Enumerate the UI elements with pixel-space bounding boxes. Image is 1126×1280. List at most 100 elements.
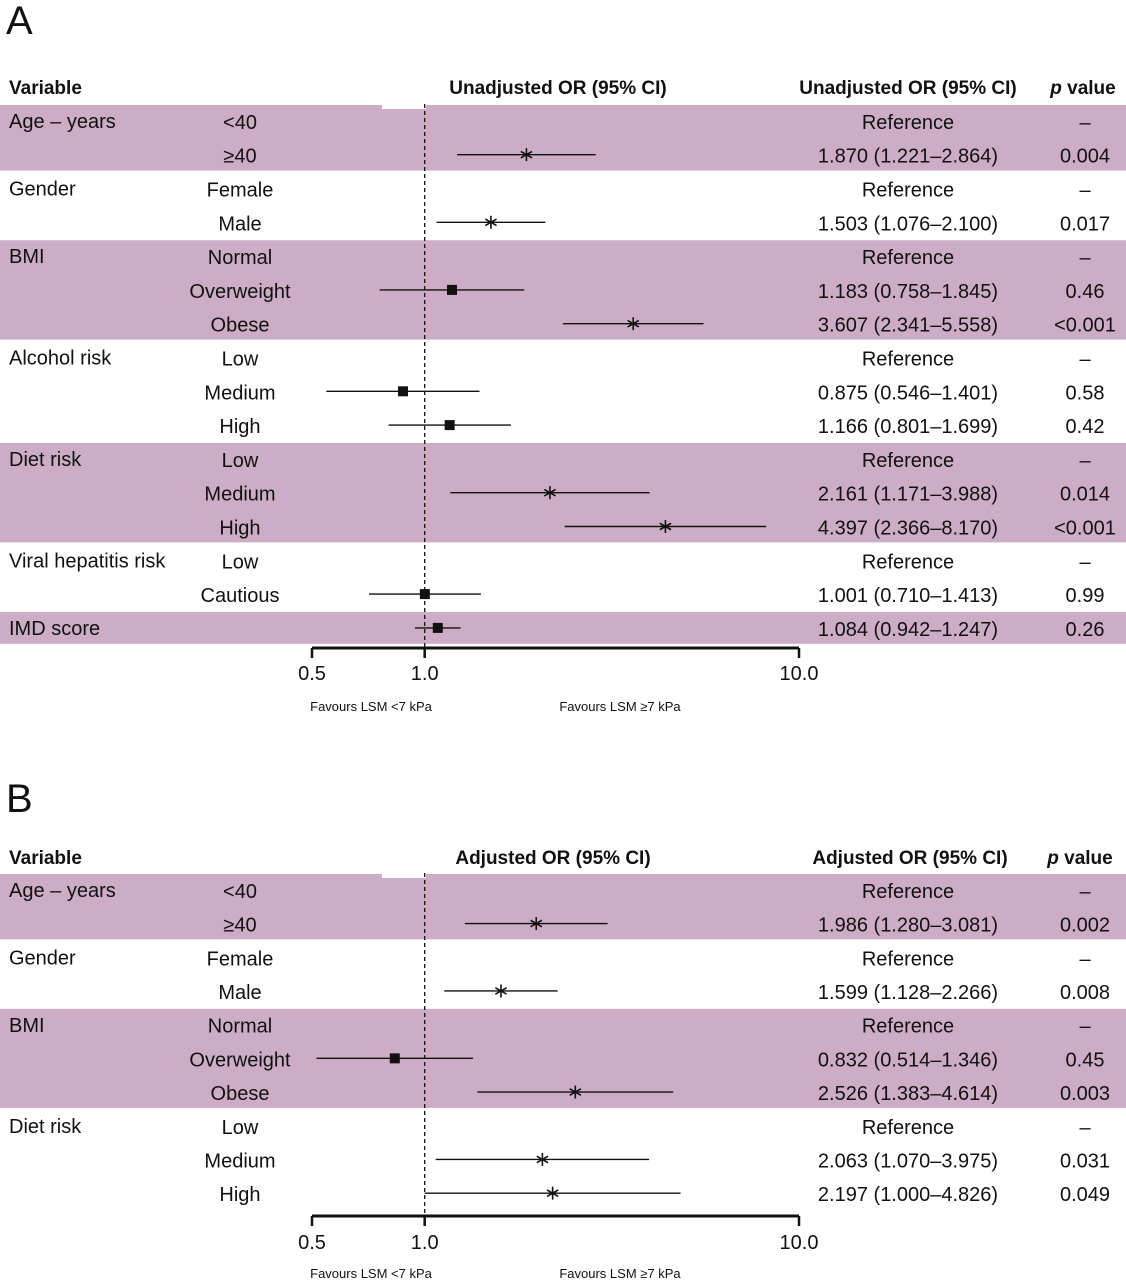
p-value: <0.001 <box>1054 518 1116 540</box>
or-ci-value: 1.166 (0.801–1.699) <box>818 416 998 438</box>
star-stroke <box>569 1088 582 1096</box>
table-row: Male 1.599 (1.128–2.266) 0.008 <box>218 982 1110 1004</box>
p-value: – <box>1079 1117 1091 1139</box>
or-ci-value: 1.503 (1.076–2.100) <box>818 213 998 235</box>
table-row: Medium 2.161 (1.171–3.988) 0.014 <box>204 484 1110 506</box>
point-star <box>659 520 672 533</box>
star-stroke <box>530 919 543 928</box>
p-value: – <box>1079 180 1091 202</box>
p-value: 0.45 <box>1066 1049 1105 1071</box>
table-row: Obese 2.526 (1.383–4.614) 0.003 <box>211 1083 1111 1105</box>
variable-label: Age – years <box>9 111 116 133</box>
p-value: 0.99 <box>1066 585 1105 607</box>
point-square <box>389 1053 400 1064</box>
tick-label: 0.5 <box>298 663 326 685</box>
header-p-suffix: value <box>1062 78 1116 99</box>
table-row: Overweight 0.832 (0.514–1.346) 0.45 <box>189 1049 1104 1071</box>
table-row: <40 Reference – <box>223 112 1091 134</box>
or-ci-value: Reference <box>862 1117 954 1139</box>
band-group-0 <box>0 105 1126 171</box>
p-value: – <box>1079 948 1091 970</box>
table-row: Low Reference – <box>222 1117 1092 1139</box>
point-square <box>432 622 443 633</box>
or-ci-value: 1.599 (1.128–2.266) <box>818 982 998 1004</box>
or-ci-value: Reference <box>862 948 954 970</box>
level-label: Low <box>222 450 259 472</box>
level-label: Female <box>207 948 274 970</box>
level-label: High <box>219 518 260 540</box>
table-row: Cautious 1.001 (0.710–1.413) 0.99 <box>201 585 1105 607</box>
or-ci-value: Reference <box>862 881 954 903</box>
level-label: Obese <box>211 1083 270 1105</box>
or-ci-value: Reference <box>862 551 954 573</box>
or-ci-value: Reference <box>862 450 954 472</box>
band-group-0 <box>0 874 1126 940</box>
table-row: Medium 0.875 (0.546–1.401) 0.58 <box>204 382 1104 404</box>
level-label: Overweight <box>189 281 291 303</box>
x-axis: 0.5 1.0 10.0 <box>298 1214 819 1254</box>
tick-label: 10.0 <box>780 663 819 685</box>
or-ci-value: 1.084 (0.942–1.247) <box>818 619 998 641</box>
or-ci-value: 1.183 (0.758–1.845) <box>818 281 998 303</box>
p-value: 0.049 <box>1060 1184 1110 1206</box>
forest-panel-a: A Variable Unadjusted OR (95% CI) Unadjuste… <box>0 0 1126 714</box>
p-value: 0.58 <box>1066 382 1105 404</box>
tick-label: 1.0 <box>411 1232 439 1254</box>
band-notch <box>382 105 426 109</box>
p-value: – <box>1079 881 1091 903</box>
p-value: 0.003 <box>1060 1083 1110 1105</box>
star-stroke <box>536 1155 549 1164</box>
table-row: Male 1.503 (1.076–2.100) 0.017 <box>218 213 1110 235</box>
or-ci-value: 2.063 (1.070–3.975) <box>818 1150 998 1172</box>
header-p-value: p value <box>1049 78 1115 99</box>
forest-panel-b: B Variable Adjusted OR (95% CI) Adjusted OR… <box>0 777 1126 1280</box>
favours-right-label: Favours LSM ≥7 kPa <box>559 699 681 714</box>
point-star <box>494 984 508 998</box>
p-value: – <box>1079 450 1091 472</box>
header-variable: Variable <box>9 848 82 869</box>
p-value: – <box>1079 247 1091 269</box>
star-stroke <box>494 987 508 995</box>
level-label: Low <box>222 1117 259 1139</box>
p-value: 0.002 <box>1060 915 1110 937</box>
level-label: Medium <box>204 1150 275 1172</box>
point-square <box>397 386 408 397</box>
point-star <box>520 148 533 162</box>
p-value: 0.004 <box>1060 146 1110 168</box>
header-variable: Variable <box>9 78 82 99</box>
header-or-ci: Unadjusted OR (95% CI) <box>799 78 1016 99</box>
p-value: – <box>1079 1016 1091 1038</box>
level-label: Low <box>222 551 259 573</box>
tick-label: 0.5 <box>298 1232 326 1254</box>
table-row: Low Reference – <box>222 551 1092 573</box>
header-plot: Adjusted OR (95% CI) <box>455 848 650 869</box>
point-star <box>484 215 497 229</box>
level-label: Medium <box>204 382 275 404</box>
p-value: 0.42 <box>1066 416 1105 438</box>
panel-label: B <box>6 777 33 821</box>
table-row: Low Reference – <box>222 349 1092 371</box>
variable-label: Viral hepatitis risk <box>9 550 166 572</box>
star-stroke <box>659 522 672 531</box>
p-value: 0.031 <box>1060 1150 1110 1172</box>
level-label: Low <box>222 349 259 371</box>
p-value: – <box>1079 112 1091 134</box>
or-ci-value: 2.526 (1.383–4.614) <box>818 1083 998 1105</box>
tick-label: 10.0 <box>780 1232 819 1254</box>
or-ci-value: Reference <box>862 112 954 134</box>
p-value: 0.017 <box>1060 213 1110 235</box>
favours-right-label: Favours LSM ≥7 kPa <box>559 1266 681 1280</box>
tick-label: 1.0 <box>411 663 439 685</box>
p-value: – <box>1079 551 1091 573</box>
level-label: Male <box>218 982 261 1004</box>
level-label: Medium <box>204 484 275 506</box>
point-star <box>546 1186 559 1200</box>
p-value: – <box>1079 349 1091 371</box>
band-group-6 <box>0 612 1126 644</box>
star-stroke <box>627 319 640 328</box>
point-star <box>569 1085 582 1099</box>
header-p-italic: p <box>1046 848 1059 869</box>
level-label: Cautious <box>201 585 280 607</box>
level-label: Female <box>207 180 274 202</box>
favours-left-label: Favours LSM <7 kPa <box>310 699 433 714</box>
